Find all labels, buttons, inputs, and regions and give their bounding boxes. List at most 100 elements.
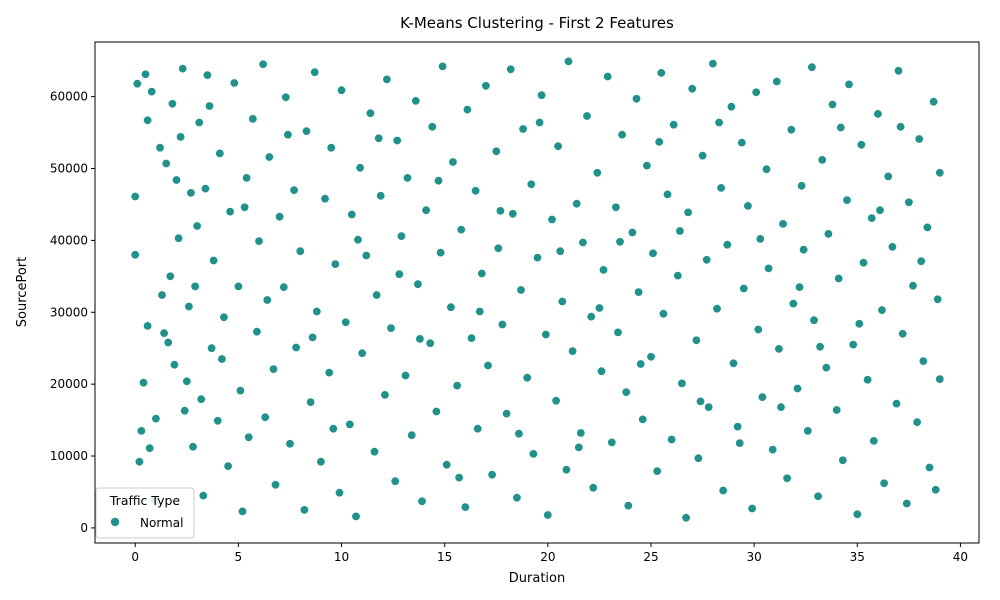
- data-point: [295, 246, 306, 256]
- data-point: [844, 79, 854, 90]
- data-point: [237, 506, 248, 517]
- data-point: [448, 157, 458, 167]
- data-point: [563, 56, 574, 67]
- x-axis-ticks: 0 5 10 15 20 25 30 35 40: [131, 543, 968, 564]
- data-point: [159, 328, 169, 338]
- data-point: [596, 366, 607, 376]
- data-point: [390, 476, 400, 486]
- data-point: [879, 478, 889, 489]
- data-point: [916, 256, 926, 266]
- data-point: [427, 122, 438, 132]
- data-point: [654, 137, 664, 147]
- data-point: [361, 250, 372, 261]
- data-point: [753, 324, 764, 335]
- data-point: [813, 491, 823, 502]
- data-point: [691, 335, 702, 346]
- data-point: [347, 209, 357, 220]
- data-point: [452, 380, 462, 391]
- data-point: [279, 282, 289, 292]
- data-point: [353, 234, 363, 245]
- data-point: [171, 175, 182, 185]
- data-point: [594, 303, 605, 313]
- data-point: [264, 152, 275, 162]
- data-point: [194, 117, 204, 128]
- data-point: [561, 465, 572, 475]
- data-point: [411, 96, 421, 106]
- data-point: [229, 78, 240, 88]
- data-point: [151, 413, 161, 424]
- data-point: [374, 133, 384, 144]
- data-point: [212, 416, 223, 426]
- data-point: [536, 90, 547, 100]
- data-point: [155, 142, 165, 153]
- x-tick-label: 40: [953, 550, 968, 564]
- data-point: [588, 483, 598, 493]
- data-point: [543, 510, 553, 520]
- data-point: [456, 224, 466, 235]
- data-point: [534, 117, 545, 128]
- data-point: [182, 376, 192, 387]
- data-point: [842, 195, 852, 205]
- data-point: [175, 132, 186, 142]
- legend-marker-normal: [110, 517, 121, 528]
- legend: Traffic Type Normal: [95, 487, 195, 539]
- data-point: [460, 502, 471, 512]
- data-point: [856, 140, 867, 150]
- data-point: [532, 252, 543, 263]
- data-point: [299, 505, 310, 515]
- data-point: [326, 142, 336, 153]
- data-point: [351, 511, 361, 522]
- data-point: [646, 352, 656, 362]
- data-point: [739, 283, 749, 294]
- data-point: [477, 268, 487, 279]
- data-point: [617, 129, 627, 140]
- data-point: [495, 206, 506, 216]
- data-point: [140, 69, 151, 80]
- data-point: [768, 444, 778, 455]
- data-point: [260, 412, 270, 422]
- data-point: [662, 189, 673, 200]
- data-point: [206, 343, 217, 353]
- data-point: [827, 99, 838, 110]
- data-point: [776, 402, 786, 412]
- data-point: [642, 160, 652, 171]
- data-point: [167, 99, 178, 109]
- data-point: [328, 424, 339, 434]
- data-point: [475, 306, 485, 317]
- data-point: [832, 405, 842, 415]
- data-point: [341, 317, 351, 328]
- x-tick-label: 30: [746, 550, 761, 564]
- data-point: [751, 87, 761, 98]
- data-point: [576, 428, 586, 438]
- data-point: [262, 295, 273, 305]
- data-point: [497, 319, 508, 330]
- data-point: [794, 282, 805, 292]
- data-point: [592, 168, 603, 178]
- data-point: [836, 122, 846, 133]
- data-point: [219, 312, 229, 323]
- data-point: [611, 202, 621, 213]
- data-point: [392, 135, 402, 146]
- data-point: [935, 374, 945, 384]
- data-point: [887, 242, 898, 252]
- data-point: [716, 183, 726, 193]
- data-point: [875, 205, 885, 215]
- data-point: [307, 332, 318, 343]
- data-point: [225, 206, 235, 217]
- data-point: [235, 385, 246, 396]
- data-point: [873, 109, 883, 119]
- chart-title: K-Means Clustering - First 2 Features: [400, 14, 674, 32]
- data-point: [547, 214, 557, 225]
- data-point: [815, 342, 825, 352]
- data-point: [708, 58, 718, 69]
- data-point: [512, 493, 522, 503]
- data-point: [586, 311, 596, 322]
- data-point: [918, 356, 929, 366]
- y-tick-label: 20000: [50, 377, 88, 391]
- data-point: [862, 375, 873, 385]
- data-point: [473, 424, 483, 434]
- data-point: [747, 503, 757, 514]
- data-point: [355, 163, 365, 173]
- data-point: [431, 406, 442, 417]
- data-point: [898, 329, 908, 339]
